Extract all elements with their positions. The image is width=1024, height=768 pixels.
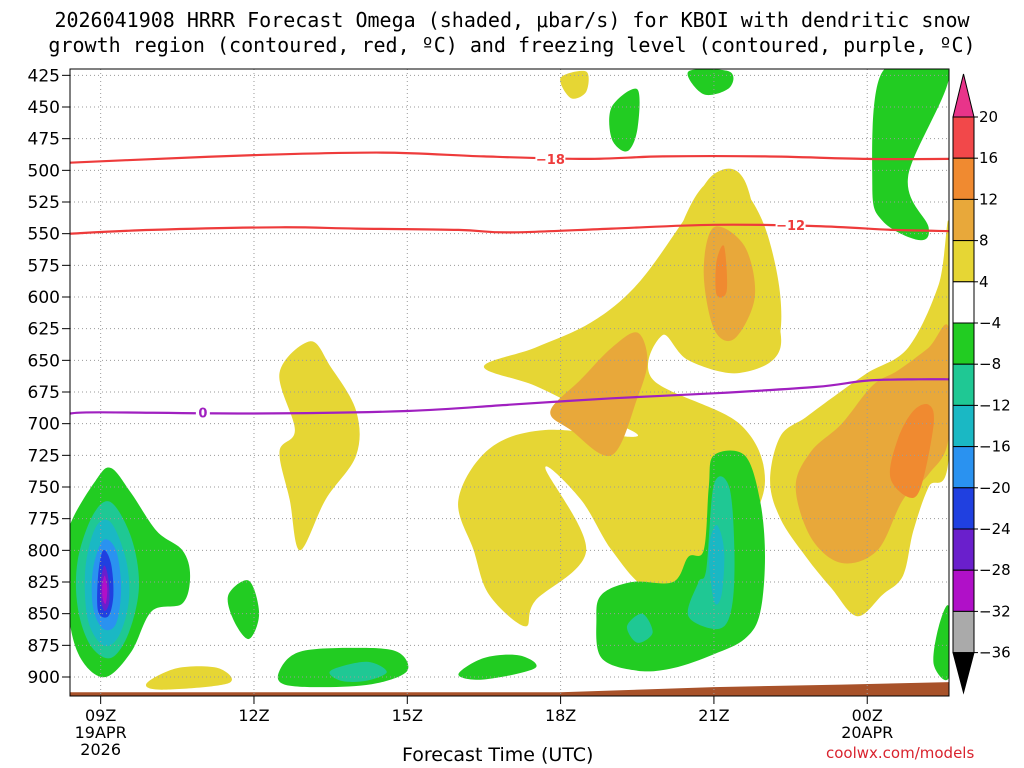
- omega-region-20: [329, 661, 387, 683]
- x-tick-date-09Z: 19APR: [75, 723, 127, 742]
- dendritic-minus-12-label-bg: [775, 218, 806, 233]
- colorbar-bin-4-to-8: [952, 240, 975, 283]
- colorbar-bin-8-to-12: [952, 198, 975, 242]
- colorbar-bin--24-to--20: [952, 487, 975, 530]
- omega-region-8: [279, 341, 360, 551]
- y-tick-label-875: 875: [28, 636, 60, 656]
- y-tick-label-500: 500: [28, 161, 60, 181]
- colorbar-label--28: −28: [979, 561, 1011, 579]
- x-tick-label-12Z: 12Z: [238, 706, 269, 725]
- y-tick-label-425: 425: [28, 66, 60, 86]
- colorbar-bin--20-to--16: [952, 446, 975, 489]
- y-tick-label-625: 625: [28, 320, 60, 340]
- omega-region-18: [227, 580, 260, 640]
- colorbar-bin--4-to-4: [952, 281, 975, 324]
- y-tick-label-850: 850: [28, 605, 60, 625]
- omega-region-7: [889, 403, 934, 498]
- colorbar-bin--16-to--12: [952, 404, 975, 448]
- x-tick-label-18Z: 18Z: [545, 706, 576, 725]
- chart-title-line-1: 2026041908 HRRR Forecast Omega (shaded, …: [54, 8, 970, 32]
- colorbar-bin--32-to--28: [952, 569, 975, 612]
- omega-region-3: [703, 226, 756, 342]
- y-tick-label-600: 600: [28, 288, 60, 308]
- dendritic-minus-18-line: [70, 151, 949, 164]
- y-tick-label-650: 650: [28, 351, 60, 371]
- colorbar-bin-12-to-16: [952, 157, 975, 200]
- x-tick-label-21Z: 21Z: [698, 706, 729, 725]
- colorbar-label--36: −36: [979, 644, 1011, 662]
- omega-region-1: [550, 332, 648, 457]
- freezing-level-0-label: 0: [198, 407, 207, 422]
- colorbar-label-4: 4: [979, 273, 989, 291]
- y-tick-label-750: 750: [28, 478, 60, 498]
- y-tick-label-525: 525: [28, 193, 60, 213]
- colorbar-bin-below-min: [952, 652, 975, 695]
- omega-region-29: [102, 575, 108, 604]
- colorbar-label-8: 8: [979, 232, 989, 250]
- colorbar-bin--12-to--8: [952, 363, 975, 406]
- x-tick-label-15Z: 15Z: [392, 706, 423, 725]
- omega-region-12: [609, 88, 640, 152]
- y-tick-label-700: 700: [28, 415, 60, 435]
- y-tick-label-550: 550: [28, 225, 60, 245]
- colorbar-label-12: 12: [979, 190, 998, 208]
- colorbar-bin--36-to--32: [952, 610, 975, 654]
- y-axis: 425 450 475 500 525 550 575 600 625 650 675 700 725 7…: [28, 66, 70, 688]
- y-tick-label-825: 825: [28, 573, 60, 593]
- colorbar-bin-above-max: [952, 73, 975, 118]
- dendritic-minus-18-label-bg: [535, 152, 566, 167]
- y-tick-label-725: 725: [28, 446, 60, 466]
- y-tick-label-450: 450: [28, 98, 60, 118]
- colorbar-bin--28-to--24: [952, 528, 975, 571]
- colorbar-bin--8-to--4: [952, 322, 975, 365]
- colorbar-label--20: −20: [979, 479, 1011, 497]
- y-tick-label-775: 775: [28, 510, 60, 530]
- colorbar-label--16: −16: [979, 438, 1011, 456]
- omega-region-21: [458, 654, 537, 680]
- source-credit: coolwx.com/models: [826, 744, 975, 762]
- contour-lines: −18 −12 0: [70, 151, 949, 422]
- x-tick-label-09Z: 09Z: [85, 706, 116, 725]
- y-tick-label-800: 800: [28, 541, 60, 561]
- gridlines: [70, 69, 949, 696]
- omega-region-16: [708, 525, 725, 605]
- x-tick-label-00Z: 00Z: [852, 706, 883, 725]
- omega-region-22: [933, 605, 949, 681]
- x-tick-date-00Z: 20APR: [841, 723, 893, 742]
- dendritic-minus-12-line: [70, 223, 949, 235]
- omega-region-17: [626, 613, 653, 643]
- colorbar-label--24: −24: [979, 520, 1011, 538]
- chart-title-line-2: growth region (contoured, red, ºC) and f…: [48, 33, 976, 57]
- y-tick-label-675: 675: [28, 383, 60, 403]
- x-axis-label: Forecast Time (UTC): [402, 744, 594, 766]
- omega-region-10: [145, 666, 232, 690]
- y-tick-label-575: 575: [28, 256, 60, 276]
- colorbar-legend: 20 16 12 8 4 −4 −8 −12 −16 −20 −24 −28 −32 −36: [952, 73, 1011, 695]
- y-tick-label-900: 900: [28, 668, 60, 688]
- terrain-layer: [70, 682, 949, 696]
- colorbar-label-16: 16: [979, 149, 998, 167]
- colorbar-label--8: −8: [979, 355, 1001, 373]
- colorbar-label--32: −32: [979, 602, 1011, 620]
- y-tick-label-475: 475: [28, 130, 60, 150]
- colorbar-label-20: 20: [979, 108, 998, 126]
- omega-region-4: [715, 245, 728, 298]
- freezing-level-0-label-bg: [195, 405, 210, 420]
- omega-region-9: [560, 70, 589, 99]
- plot-frame: [69, 68, 950, 697]
- terrain-surface: [70, 682, 949, 696]
- dendritic-minus-18-label: −18: [536, 153, 565, 168]
- omega-region-13: [872, 69, 949, 241]
- dendritic-minus-12-label: −12: [776, 219, 805, 234]
- omega-region-6: [795, 324, 949, 564]
- x-tick-year-09Z: 2026: [80, 740, 121, 759]
- colorbar-label--4: −4: [979, 314, 1001, 332]
- omega-region-11: [687, 69, 734, 96]
- colorbar-label--12: −12: [979, 396, 1011, 414]
- colorbar-bin-16-to-20: [952, 116, 975, 159]
